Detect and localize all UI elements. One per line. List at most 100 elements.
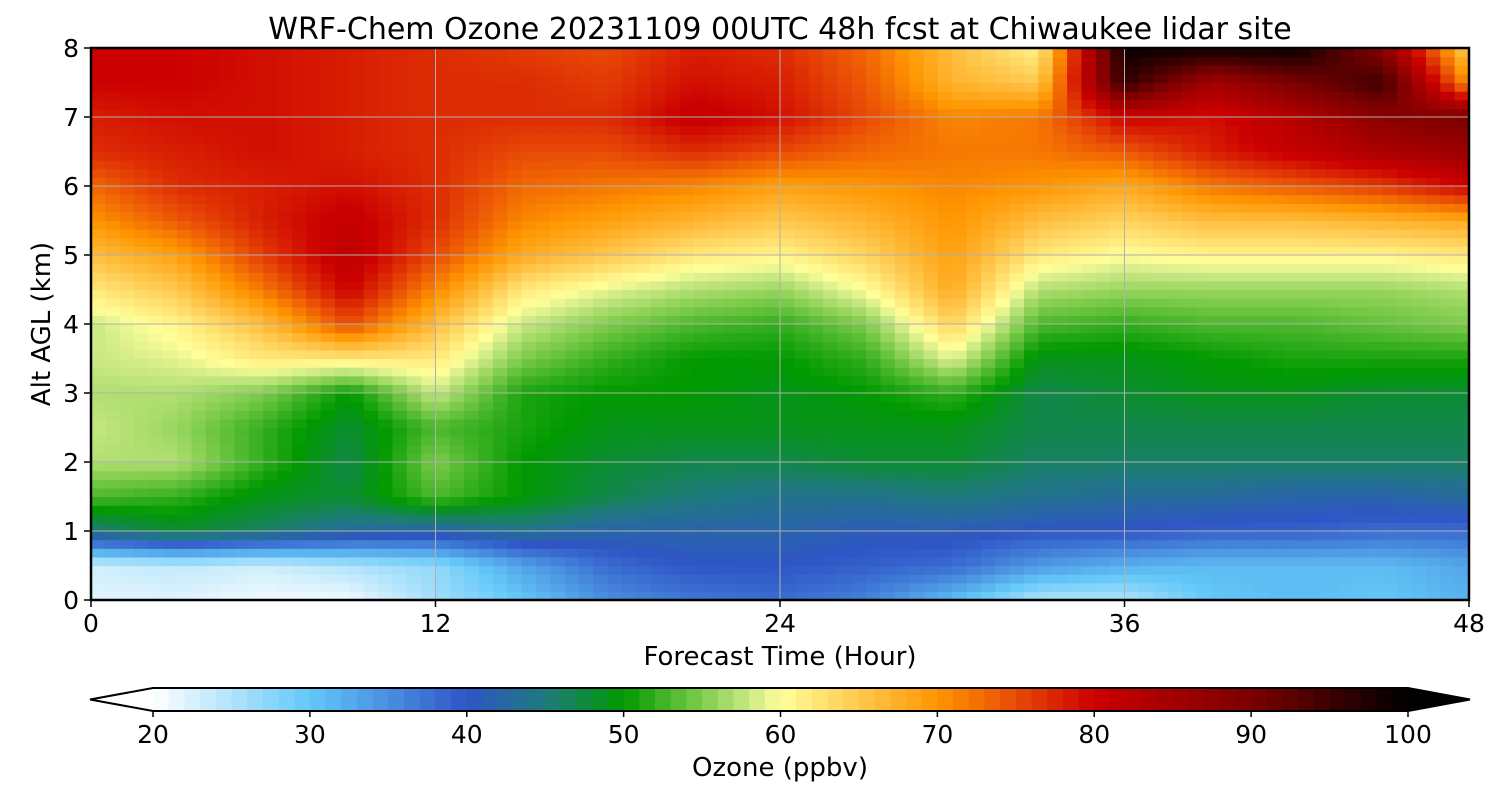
heatmap-cell [1268, 583, 1283, 592]
heatmap-cell [1412, 333, 1427, 342]
heatmap-cell [593, 229, 608, 238]
heatmap-cell [1254, 315, 1269, 324]
heatmap-cell [636, 376, 651, 385]
heatmap-cell [1139, 238, 1154, 247]
heatmap-cell [1153, 333, 1168, 342]
heatmap-cell [967, 212, 982, 221]
heatmap-cell [191, 471, 206, 480]
heatmap-cell [1038, 238, 1053, 247]
heatmap-cell [1081, 324, 1096, 333]
heatmap-cell [924, 160, 939, 169]
heatmap-cell [579, 160, 594, 169]
heatmap-cell [364, 376, 379, 385]
heatmap-cell [550, 307, 565, 316]
heatmap-cell [235, 453, 250, 462]
heatmap-cell [608, 152, 623, 161]
heatmap-cell [263, 514, 278, 523]
heatmap-cell [206, 229, 221, 238]
heatmap-cell [1282, 453, 1297, 462]
heatmap-cell [737, 428, 752, 437]
heatmap-cell [924, 583, 939, 592]
heatmap-cell [694, 410, 709, 419]
heatmap-cell [493, 505, 508, 514]
heatmap-cell [436, 298, 451, 307]
heatmap-cell [249, 212, 264, 221]
heatmap-cell [938, 453, 953, 462]
heatmap-cell [536, 221, 551, 230]
heatmap-cell [148, 324, 163, 333]
heatmap-cell [1010, 453, 1025, 462]
heatmap-cell [120, 453, 135, 462]
heatmap-cell [694, 195, 709, 204]
heatmap-cell [536, 290, 551, 299]
heatmap-cell [895, 462, 910, 471]
heatmap-cell [335, 479, 350, 488]
heatmap-cell [636, 410, 651, 419]
heatmap-cell [866, 290, 881, 299]
heatmap-cell [550, 238, 565, 247]
heatmap-cell [235, 505, 250, 514]
heatmap-cell [464, 479, 479, 488]
heatmap-cell [837, 540, 852, 549]
heatmap-cell [220, 255, 235, 264]
heatmap-cell [493, 393, 508, 402]
heatmap-cell [1311, 221, 1326, 230]
heatmap-cell [191, 195, 206, 204]
heatmap-cell [1239, 428, 1254, 437]
heatmap-cell [809, 514, 824, 523]
heatmap-cell [579, 436, 594, 445]
heatmap-cell [895, 255, 910, 264]
heatmap-cell [292, 298, 307, 307]
heatmap-cell [608, 333, 623, 342]
heatmap-cell [708, 333, 723, 342]
heatmap-cell [565, 522, 580, 531]
heatmap-cell [1325, 160, 1340, 169]
heatmap-cell [751, 290, 766, 299]
heatmap-cell [105, 255, 120, 264]
heatmap-cell [421, 169, 436, 178]
heatmap-cell [1455, 315, 1470, 324]
heatmap-cell [163, 393, 178, 402]
heatmap-cell [751, 488, 766, 497]
heatmap-cell [1369, 445, 1384, 454]
heatmap-cell [636, 221, 651, 230]
heatmap-cell [235, 315, 250, 324]
heatmap-cell [148, 221, 163, 230]
heatmap-cell [321, 376, 336, 385]
heatmap-cell [823, 229, 838, 238]
heatmap-cell [1397, 497, 1412, 506]
heatmap-cell [378, 315, 393, 324]
heatmap-cell [292, 376, 307, 385]
heatmap-cell [105, 272, 120, 281]
heatmap-cell [522, 540, 537, 549]
heatmap-cell [608, 195, 623, 204]
heatmap-cell [134, 160, 149, 169]
heatmap-cell [1383, 445, 1398, 454]
heatmap-cell [550, 453, 565, 462]
heatmap-cell [91, 359, 106, 368]
heatmap-cell [1282, 514, 1297, 523]
heatmap-cell [895, 453, 910, 462]
heatmap-cell [981, 566, 996, 575]
heatmap-cell [837, 195, 852, 204]
heatmap-cell [1397, 341, 1412, 350]
heatmap-cell [1038, 436, 1053, 445]
heatmap-cell [1311, 341, 1326, 350]
heatmap-cell [1297, 255, 1312, 264]
heatmap-cell [550, 497, 565, 506]
heatmap-cell [1139, 557, 1154, 566]
heatmap-cell [665, 264, 680, 273]
heatmap-cell [938, 290, 953, 299]
heatmap-cell [995, 255, 1010, 264]
heatmap-cell [1325, 479, 1340, 488]
heatmap-cell [909, 540, 924, 549]
heatmap-cell [220, 479, 235, 488]
heatmap-cell [134, 376, 149, 385]
heatmap-cell [364, 290, 379, 299]
heatmap-cell [1440, 402, 1455, 411]
heatmap-cell [1369, 548, 1384, 557]
heatmap-cell [1354, 514, 1369, 523]
heatmap-cell [220, 436, 235, 445]
heatmap-cell [1038, 514, 1053, 523]
heatmap-cell [1297, 548, 1312, 557]
